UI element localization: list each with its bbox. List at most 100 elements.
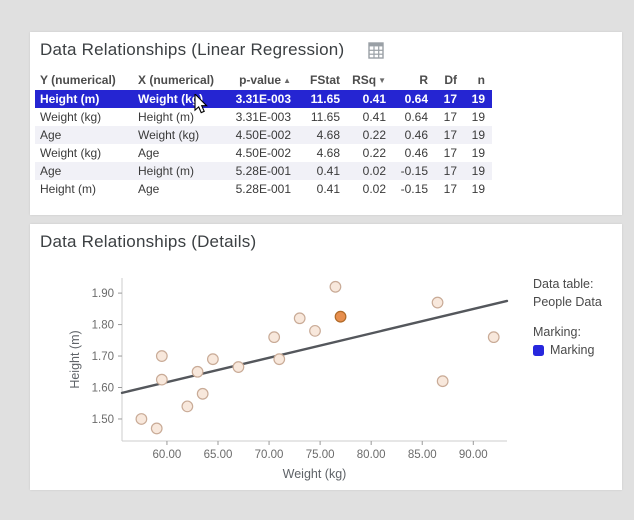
table-cell: 5.28E-001 (235, 164, 291, 178)
table-row[interactable]: Weight (kg) Height (m) 3.31E-003 11.65 0.41 0… (35, 108, 492, 126)
details-panel-title: Data Relationships (Details) (40, 232, 257, 251)
marked-data-point[interactable] (334, 310, 347, 323)
legend-marking-item[interactable]: Marking (533, 343, 602, 357)
data-point[interactable] (487, 331, 500, 344)
scatter-plot[interactable]: 60.00 65.00 70.00 75.00 80.00 85.00 90.001.501… (30, 224, 622, 490)
table-cell: Weight (kg) (40, 146, 102, 160)
column-header-n[interactable]: n (477, 73, 485, 87)
table-cell: Height (m) (40, 92, 100, 106)
data-point[interactable] (191, 365, 204, 378)
table-cell: 0.64 (404, 92, 428, 106)
table-cell: 0.22 (362, 146, 386, 160)
legend-data-table-value[interactable]: People Data (533, 295, 602, 309)
table-cell: 0.02 (362, 164, 386, 178)
axes (121, 278, 507, 442)
table-cell: Age (138, 182, 160, 196)
data-point[interactable] (273, 353, 286, 366)
table-cell: 0.46 (404, 128, 428, 142)
table-row[interactable]: Age Height (m) 5.28E-001 0.41 0.02 -0.15 17 19 (35, 162, 492, 180)
data-point[interactable] (206, 353, 219, 366)
regression-table-header: Y (numerical) X (numerical) p-value ▲ FStat R… (35, 70, 492, 90)
table-cell: 17 (443, 164, 457, 178)
sort-ascending-icon: ▲ (283, 76, 291, 85)
marking-color-swatch (533, 344, 544, 356)
data-point[interactable] (155, 350, 168, 362)
data-point[interactable] (150, 422, 163, 435)
data-point[interactable] (232, 361, 245, 373)
table-cell: 19 (471, 164, 485, 178)
column-header-x-numerical-[interactable]: X (numerical) (138, 73, 215, 87)
y-tick-label: 1.60 (92, 383, 114, 395)
table-cell: -0.15 (400, 164, 428, 178)
chart-legend: Data table: People Data Marking: Marking (533, 277, 602, 357)
table-cell: 17 (443, 92, 457, 106)
data-point[interactable] (293, 312, 306, 325)
data-point[interactable] (431, 296, 444, 309)
table-cell: Height (m) (138, 110, 195, 124)
table-cell: 0.41 (362, 110, 386, 124)
table-cell: 19 (471, 110, 485, 124)
table-cell: 19 (471, 182, 485, 196)
table-cell: 0.41 (362, 92, 386, 106)
legend-marking-label: Marking: (533, 325, 581, 339)
y-axis-ticks: 1.50 1.60 1.70 1.80 1.90 (92, 288, 122, 426)
x-tick-label: 90.00 (459, 449, 488, 461)
table-row-selected[interactable]: Height (m) Weight (kg) 3.31E-003 11.65 0.41 0… (35, 90, 492, 108)
x-axis-title: Weight (kg) (283, 467, 347, 481)
table-cell: 17 (443, 110, 457, 124)
legend-marking-value: Marking (550, 343, 595, 357)
y-tick-label: 1.80 (92, 320, 114, 332)
table-cell: 17 (443, 146, 457, 160)
legend-data-table-label: Data table: (533, 277, 594, 291)
data-point[interactable] (181, 400, 194, 413)
table-cell: 17 (443, 182, 457, 196)
data-point[interactable] (196, 387, 209, 400)
x-tick-label: 80.00 (357, 449, 386, 461)
table-cell: Age (40, 128, 62, 142)
table-cell: 0.41 (316, 182, 340, 196)
column-header-fstat[interactable]: FStat (310, 73, 340, 87)
table-cell: Height (m) (138, 164, 195, 178)
table-cell: 0.64 (404, 110, 428, 124)
y-tick-label: 1.90 (92, 288, 114, 300)
data-point[interactable] (268, 331, 281, 344)
table-visualization-icon[interactable] (368, 42, 384, 59)
y-axis-title: Height (m) (68, 330, 82, 388)
column-header-rsq[interactable]: RSq ▼ (352, 73, 386, 87)
details-panel: Data Relationships (Details) 60.00 65.00 7… (30, 224, 622, 490)
table-row[interactable]: Weight (kg) Age 4.50E-002 4.68 0.22 0.46 17 19 (35, 144, 492, 162)
table-cell: 0.02 (362, 182, 386, 196)
regression-panel: Data Relationships (Linear Regression) Y… (30, 32, 622, 215)
column-header-y-numerical-[interactable]: Y (numerical) (40, 73, 116, 87)
table-cell: 4.68 (316, 128, 340, 142)
x-axis-ticks: 60.00 65.00 70.00 75.00 80.00 85.00 90.00 (153, 441, 488, 461)
table-cell: Age (40, 164, 62, 178)
data-point[interactable] (436, 375, 449, 388)
column-header-df[interactable]: Df (444, 73, 457, 87)
data-point[interactable] (135, 413, 148, 425)
table-cell: -0.15 (400, 182, 428, 196)
table-cell: Weight (kg) (40, 110, 102, 124)
table-cell: Height (m) (40, 182, 97, 196)
table-cell: 4.68 (316, 146, 340, 160)
column-header-r[interactable]: R (419, 73, 428, 87)
x-tick-label: 60.00 (153, 449, 182, 461)
table-cell: 5.28E-001 (235, 182, 291, 196)
table-cell: 3.31E-003 (235, 110, 291, 124)
data-point[interactable] (309, 324, 321, 337)
sort-descending-icon: ▼ (378, 76, 386, 85)
x-tick-label: 75.00 (306, 449, 335, 461)
table-row[interactable]: Height (m) Age 5.28E-001 0.41 0.02 -0.15 17 19 (35, 180, 492, 198)
table-cell: 0.22 (362, 128, 386, 142)
table-row[interactable]: Age Weight (kg) 4.50E-002 4.68 0.22 0.46 17 19 (35, 126, 492, 144)
x-tick-label: 85.00 (408, 449, 437, 461)
table-cell: 0.41 (316, 164, 340, 178)
y-tick-label: 1.50 (92, 414, 114, 426)
data-point[interactable] (329, 280, 342, 293)
table-cell: 19 (471, 128, 485, 142)
table-cell: 19 (471, 146, 485, 160)
table-cell: 4.50E-002 (235, 128, 291, 142)
data-point[interactable] (155, 373, 168, 386)
column-header-p-value[interactable]: p-value ▲ (239, 73, 291, 87)
